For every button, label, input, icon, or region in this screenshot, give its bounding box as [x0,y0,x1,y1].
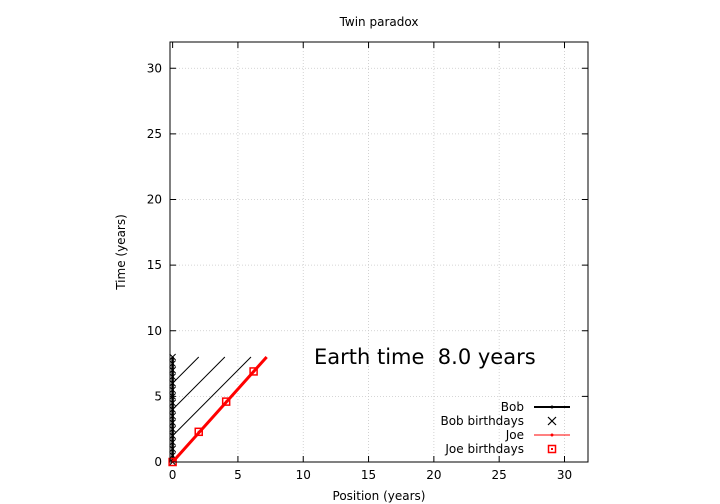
axis-ticks: 0 5 10 15 20 25 30 0 5 10 15 20 25 30 [147,42,588,482]
legend-sample-x-marker [547,416,557,426]
y-tick-label: 15 [147,258,162,272]
legend-sample-dot [550,433,554,437]
earth-time-annotation: Earth time 8.0 years [314,345,536,369]
light-signal-lines [172,356,252,437]
legend-sample-square-dot [551,448,553,450]
bob-birthday-stroke [169,353,176,361]
x-tick-label: 15 [361,468,376,482]
x-tick-label: 5 [234,468,242,482]
series-layer [168,353,268,467]
legend-sample-dot [550,405,554,409]
y-tick-label: 10 [147,324,162,338]
legend-label: Bob birthdays [440,414,524,428]
y-tick-label: 25 [147,127,162,141]
bob-birthday-stroke [169,438,176,446]
bob-birthday-marker [169,432,176,440]
bob-birthday-marker [169,406,176,413]
bob-birthday-stroke [169,399,176,407]
bob-birthday-stroke [169,386,176,394]
x-tick-label: 0 [169,468,177,482]
grid-lines [170,42,588,462]
y-tick-label: 5 [154,389,162,403]
bob-birthday-stroke [169,360,176,367]
bob-birthday-stroke [169,445,176,453]
joe-birthday-marker [249,367,258,376]
bob-birthday-stroke [169,366,176,374]
bob-birthday-stroke [169,432,176,440]
bob-birthday-stroke [169,412,176,420]
y-axis-label: Time (years) [114,214,128,291]
bob-birthday-stroke [169,393,176,400]
y-tick-label: 30 [147,61,162,75]
bob-birthday-marker [169,399,176,407]
bob-birthday-marker [169,373,176,381]
bob-birthday-marker [169,425,176,433]
legend-x-stroke [547,416,557,426]
y-tick-label: 0 [154,455,162,469]
bob-birthday-stroke [169,425,176,433]
y-tick-label: 20 [147,193,162,207]
bob-birthday-stroke [169,406,176,413]
bob-birthday-stroke [169,373,176,381]
legend-label: Bob [501,400,524,414]
bob-birthday-marker [169,379,176,387]
bob-birthday-stroke [169,452,176,459]
joe-birthday-marker [221,397,231,406]
x-axis-label: Position (years) [333,489,426,503]
bob-birthday-marker [169,360,176,367]
bob-birthday-marker [169,366,176,374]
chart-title: Twin paradox [339,15,419,29]
x-tick-label: 20 [426,468,441,482]
plot-frame [169,41,589,463]
legend-label: Joe [505,428,524,442]
x-tick-label: 10 [296,468,311,482]
joe-birthday-dot [197,430,200,433]
bob-birthday-marker [169,445,176,453]
light-signal-line [172,356,226,410]
bob-birthday-marker [169,386,176,394]
light-signal-line [172,356,200,384]
bob-birthday-marker [169,452,176,459]
bob-birthday-marker [169,438,176,446]
x-tick-label: 30 [557,468,572,482]
bob-birthday-marker [169,353,176,361]
joe-birthday-dot [225,400,228,403]
joe-birthday-marker [194,427,203,437]
legend-label: Joe birthdays [444,442,524,456]
joe-birthday-dot [252,370,255,373]
bob-birthday-marker [169,419,176,426]
light-signal-line [172,356,252,437]
bob-birthday-stroke [169,379,176,387]
bob-birthday-stroke [169,419,176,426]
bob-birthday-marker [169,412,176,420]
legend-sample-square [547,444,557,454]
x-tick-label: 25 [492,468,507,482]
bob-birthday-marker [169,393,176,400]
